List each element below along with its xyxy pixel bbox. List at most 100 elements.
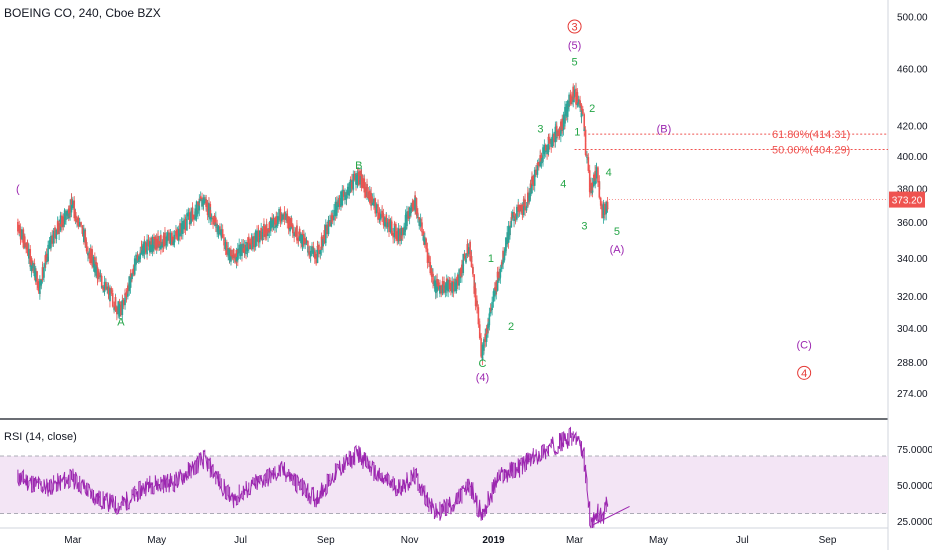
candle	[395, 238, 397, 242]
candle	[375, 202, 378, 210]
time-tick-label: Sep	[819, 535, 837, 546]
candle	[511, 209, 514, 220]
candle	[103, 275, 106, 289]
candle	[599, 200, 602, 210]
candle	[412, 207, 415, 210]
candle	[422, 235, 425, 242]
candle	[197, 204, 199, 220]
candle	[39, 275, 41, 283]
candle	[133, 255, 136, 276]
candle	[351, 181, 353, 193]
candle	[583, 117, 586, 137]
candle	[331, 215, 334, 223]
candle	[77, 218, 80, 230]
rsi-tick-label: 25.0000	[897, 517, 932, 528]
price-tick-label: 420.00	[897, 122, 928, 133]
candle	[480, 336, 482, 358]
candle	[583, 127, 586, 132]
candle	[291, 223, 294, 238]
candle	[554, 121, 557, 135]
wave-label: 5	[572, 56, 578, 68]
candle	[154, 236, 157, 251]
wave-label: A	[117, 317, 125, 329]
candle	[429, 266, 432, 276]
candle	[533, 167, 536, 174]
candle	[386, 218, 389, 233]
candle	[469, 240, 471, 262]
time-tick-label: Jul	[234, 535, 247, 546]
candle	[47, 240, 49, 263]
candle	[30, 265, 33, 278]
candle	[237, 247, 239, 263]
candle	[162, 232, 165, 253]
fib-level-label: 61.80%(414.31)	[772, 129, 850, 141]
candle	[502, 257, 504, 267]
candle	[551, 128, 554, 148]
candle	[472, 263, 474, 278]
candle	[498, 266, 500, 279]
candle	[353, 175, 356, 180]
wave-label: 3	[581, 221, 587, 233]
candle	[337, 196, 339, 210]
price-tick-label: 500.00	[897, 12, 928, 23]
candle	[492, 288, 495, 295]
candle	[426, 250, 429, 269]
candle	[221, 233, 224, 239]
candle	[231, 249, 234, 261]
candle	[392, 230, 394, 244]
candle	[411, 198, 414, 212]
candle	[546, 144, 548, 155]
price-tick-label: 304.00	[897, 324, 928, 335]
wave-label: 2	[589, 103, 595, 115]
candle	[396, 227, 399, 246]
candle	[175, 227, 177, 238]
candle	[406, 205, 408, 230]
candle	[506, 226, 509, 248]
candle	[173, 230, 176, 241]
candle	[241, 240, 243, 260]
candle	[285, 211, 287, 221]
candle	[213, 213, 216, 226]
candle	[179, 220, 181, 234]
candle	[305, 236, 308, 246]
candle	[105, 281, 107, 291]
candle	[316, 240, 319, 250]
candle	[308, 246, 311, 259]
candle	[193, 214, 195, 226]
candle	[315, 256, 317, 266]
candle	[404, 209, 407, 221]
candle	[555, 122, 558, 138]
candle	[444, 282, 447, 290]
candle	[579, 95, 581, 107]
candle	[120, 301, 122, 317]
candle	[489, 303, 492, 313]
candle	[591, 182, 594, 191]
candle	[458, 268, 460, 276]
candle	[32, 261, 34, 269]
wave-label: (5)	[568, 40, 581, 52]
candle	[22, 229, 25, 250]
candle	[377, 215, 379, 223]
candle	[604, 207, 606, 219]
candle	[582, 106, 584, 115]
candle	[423, 232, 426, 245]
candle	[160, 234, 162, 246]
candle	[437, 279, 440, 291]
candle	[129, 277, 132, 294]
candle	[521, 209, 524, 221]
candle	[346, 183, 349, 194]
candle	[253, 244, 256, 251]
time-tick-label: Nov	[401, 535, 419, 546]
candle	[74, 219, 77, 223]
candle	[572, 89, 575, 101]
candle	[164, 232, 166, 249]
candle	[373, 192, 375, 208]
candle	[381, 210, 383, 222]
candle	[550, 136, 553, 147]
rsi-trendline[interactable]	[592, 505, 630, 526]
candle	[55, 228, 58, 238]
candle	[110, 289, 113, 294]
candle	[605, 201, 608, 212]
candle	[242, 248, 245, 253]
candle	[378, 218, 381, 223]
